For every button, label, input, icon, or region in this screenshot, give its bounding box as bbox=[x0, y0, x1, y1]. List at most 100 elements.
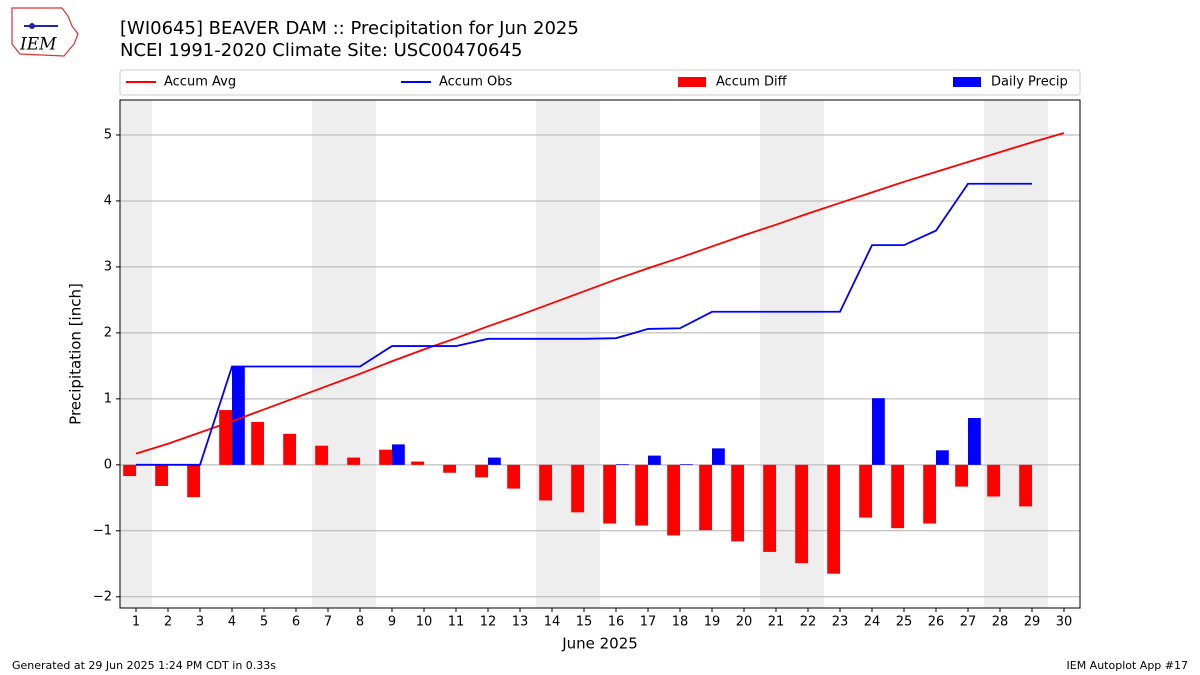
shaded-span bbox=[984, 100, 1048, 608]
plot-frame bbox=[119, 99, 1081, 609]
bar bbox=[379, 449, 392, 465]
x-tick-label: 2 bbox=[164, 615, 172, 630]
bar bbox=[347, 457, 360, 465]
bar bbox=[968, 417, 981, 465]
bar bbox=[475, 464, 488, 478]
y-tick-label: 1 bbox=[104, 391, 112, 406]
line bbox=[135, 132, 1065, 455]
x-tick-label: 1 bbox=[132, 615, 140, 630]
line bbox=[136, 182, 1032, 466]
legend-label: Accum Avg bbox=[164, 75, 236, 90]
x-tick-label: 17 bbox=[640, 615, 657, 630]
logo-dot bbox=[29, 23, 35, 29]
bar bbox=[859, 464, 872, 518]
bar bbox=[315, 445, 328, 465]
logo-text: IEM bbox=[19, 35, 57, 55]
bar bbox=[507, 464, 520, 489]
y-tick-label: 0 bbox=[104, 457, 112, 472]
x-tick-label: 28 bbox=[992, 615, 1009, 630]
bar bbox=[923, 464, 936, 524]
legend-swatch bbox=[953, 77, 981, 87]
logo: IEM bbox=[11, 7, 79, 57]
y-tick-label: 5 bbox=[104, 127, 112, 142]
bar bbox=[488, 457, 501, 465]
x-tick-label: 4 bbox=[228, 615, 236, 630]
x-tick-label: 23 bbox=[832, 615, 849, 630]
shaded-span bbox=[536, 100, 600, 608]
bar bbox=[187, 464, 200, 498]
chart-subtitle: NCEI 1991-2020 Climate Site: USC00470645 bbox=[120, 40, 522, 61]
bar bbox=[219, 410, 232, 465]
x-tick-label: 30 bbox=[1056, 615, 1073, 630]
bar bbox=[712, 448, 725, 465]
bar bbox=[891, 464, 904, 529]
bar bbox=[648, 455, 661, 465]
bar bbox=[155, 464, 168, 486]
bar bbox=[763, 464, 776, 552]
x-tick-label: 14 bbox=[544, 615, 561, 630]
x-tick-label: 27 bbox=[960, 615, 977, 630]
x-tick-label: 3 bbox=[196, 615, 204, 630]
y-tick-label: 3 bbox=[104, 259, 112, 274]
bar bbox=[392, 444, 405, 465]
bar bbox=[936, 450, 949, 465]
x-tick-label: 26 bbox=[928, 615, 945, 630]
x-tick-label: 12 bbox=[480, 615, 497, 630]
bar bbox=[795, 464, 808, 564]
bar bbox=[667, 464, 680, 536]
legend-label: Accum Obs bbox=[439, 75, 512, 90]
footer-left: Generated at 29 Jun 2025 1:24 PM CDT in … bbox=[12, 659, 276, 672]
x-tick-label: 18 bbox=[672, 615, 689, 630]
bar bbox=[616, 464, 629, 465]
y-axis-label: Precipitation [inch] bbox=[67, 283, 85, 425]
x-tick-label: 22 bbox=[800, 615, 817, 630]
bar bbox=[955, 464, 968, 487]
shaded-span bbox=[312, 100, 376, 608]
x-tick-label: 15 bbox=[576, 615, 593, 630]
legend-box bbox=[119, 69, 1081, 96]
x-tick-label: 6 bbox=[292, 615, 300, 630]
x-tick-label: 5 bbox=[260, 615, 268, 630]
y-tick-label: 2 bbox=[104, 325, 112, 340]
bar bbox=[571, 464, 584, 513]
x-tick-label: 19 bbox=[704, 615, 721, 630]
shaded-span bbox=[120, 100, 152, 608]
bar bbox=[987, 464, 1000, 497]
x-tick-label: 7 bbox=[324, 615, 332, 630]
legend-swatch bbox=[678, 77, 706, 87]
legend-label: Accum Diff bbox=[716, 75, 788, 90]
chart-title: [WI0645] BEAVER DAM :: Precipitation for… bbox=[120, 18, 579, 39]
y-tick-label: −1 bbox=[93, 523, 112, 538]
bar bbox=[731, 464, 744, 542]
x-tick-label: 8 bbox=[356, 615, 364, 630]
y-tick-label: 4 bbox=[104, 193, 112, 208]
legend-label: Daily Precip bbox=[991, 75, 1068, 90]
footer-right: IEM Autoplot App #17 bbox=[1067, 659, 1189, 672]
bar bbox=[539, 464, 552, 501]
x-tick-label: 10 bbox=[416, 615, 433, 630]
bar bbox=[680, 464, 693, 465]
bar bbox=[872, 398, 885, 465]
x-tick-label: 13 bbox=[512, 615, 529, 630]
bar bbox=[411, 461, 424, 465]
y-tick-label: −2 bbox=[93, 589, 112, 604]
x-tick-label: 20 bbox=[736, 615, 753, 630]
bar bbox=[251, 421, 264, 465]
bar bbox=[635, 464, 648, 526]
x-tick-label: 11 bbox=[448, 615, 465, 630]
x-tick-label: 16 bbox=[608, 615, 625, 630]
x-tick-label: 25 bbox=[896, 615, 913, 630]
x-tick-label: 24 bbox=[864, 615, 881, 630]
x-tick-label: 29 bbox=[1024, 615, 1041, 630]
logo-outline bbox=[11, 7, 79, 57]
bar bbox=[827, 464, 840, 574]
bar bbox=[123, 464, 136, 477]
bar bbox=[283, 433, 296, 465]
bar bbox=[443, 464, 456, 473]
x-tick-label: 9 bbox=[388, 615, 396, 630]
bar bbox=[232, 366, 245, 465]
bar bbox=[699, 464, 712, 531]
x-axis-label: June 2025 bbox=[561, 635, 638, 653]
